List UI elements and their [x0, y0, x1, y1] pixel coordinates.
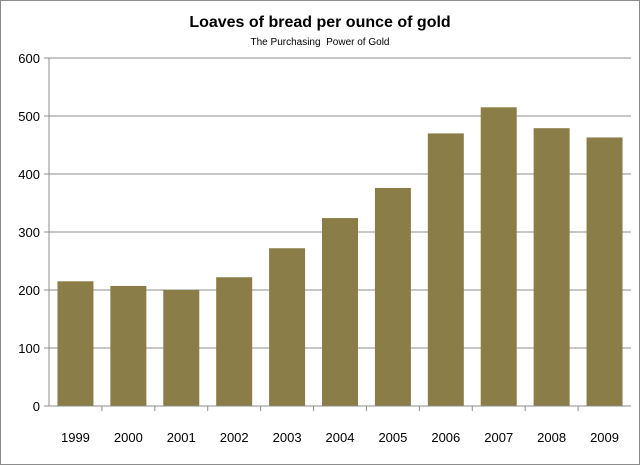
- bar-2004: [322, 218, 358, 406]
- bar-2000: [110, 285, 147, 406]
- x-tick-label: 2002: [220, 430, 249, 445]
- x-tick-label: 2005: [378, 430, 407, 445]
- chart-subtitle: The Purchasing Power of Gold: [251, 37, 390, 48]
- y-axis-ticks: 0 100 200 300 400 500 600: [18, 51, 49, 414]
- bar-2009: [586, 137, 623, 406]
- x-tick-label: 2007: [484, 430, 513, 445]
- x-tick-label: 2000: [114, 430, 143, 445]
- bar-2006: [427, 133, 464, 406]
- x-tick-label: 2001: [167, 430, 196, 445]
- bar-2007: [480, 107, 517, 407]
- bar-2008: [533, 128, 570, 406]
- bar-1999: [57, 281, 94, 406]
- bar-2005: [374, 187, 411, 406]
- y-tick-label: 600: [18, 51, 40, 66]
- y-tick-label: 500: [18, 109, 40, 124]
- x-tick-label: 1999: [61, 430, 90, 445]
- y-tick-label: 100: [18, 341, 40, 356]
- x-tick-label: 2003: [273, 430, 302, 445]
- bar-2002: [216, 277, 253, 406]
- x-tick-label: 2009: [590, 430, 619, 445]
- x-tick-label: 2004: [326, 430, 355, 445]
- chart-title: Loaves of bread per ounce of gold: [189, 14, 450, 31]
- y-tick-label: 200: [18, 283, 40, 298]
- y-tick-label: 400: [18, 167, 40, 182]
- y-tick-label: 0: [33, 399, 40, 414]
- x-tick-label: 2008: [537, 430, 566, 445]
- bar-2001: [163, 290, 200, 406]
- bars: [57, 107, 623, 407]
- y-tick-label: 300: [18, 225, 40, 240]
- x-tick-label: 2006: [431, 430, 460, 445]
- x-axis-ticks: 1999 2000 2001 2002 2003 2004 2005 2006 2007 2008…: [61, 406, 619, 445]
- bar-2003: [269, 248, 306, 406]
